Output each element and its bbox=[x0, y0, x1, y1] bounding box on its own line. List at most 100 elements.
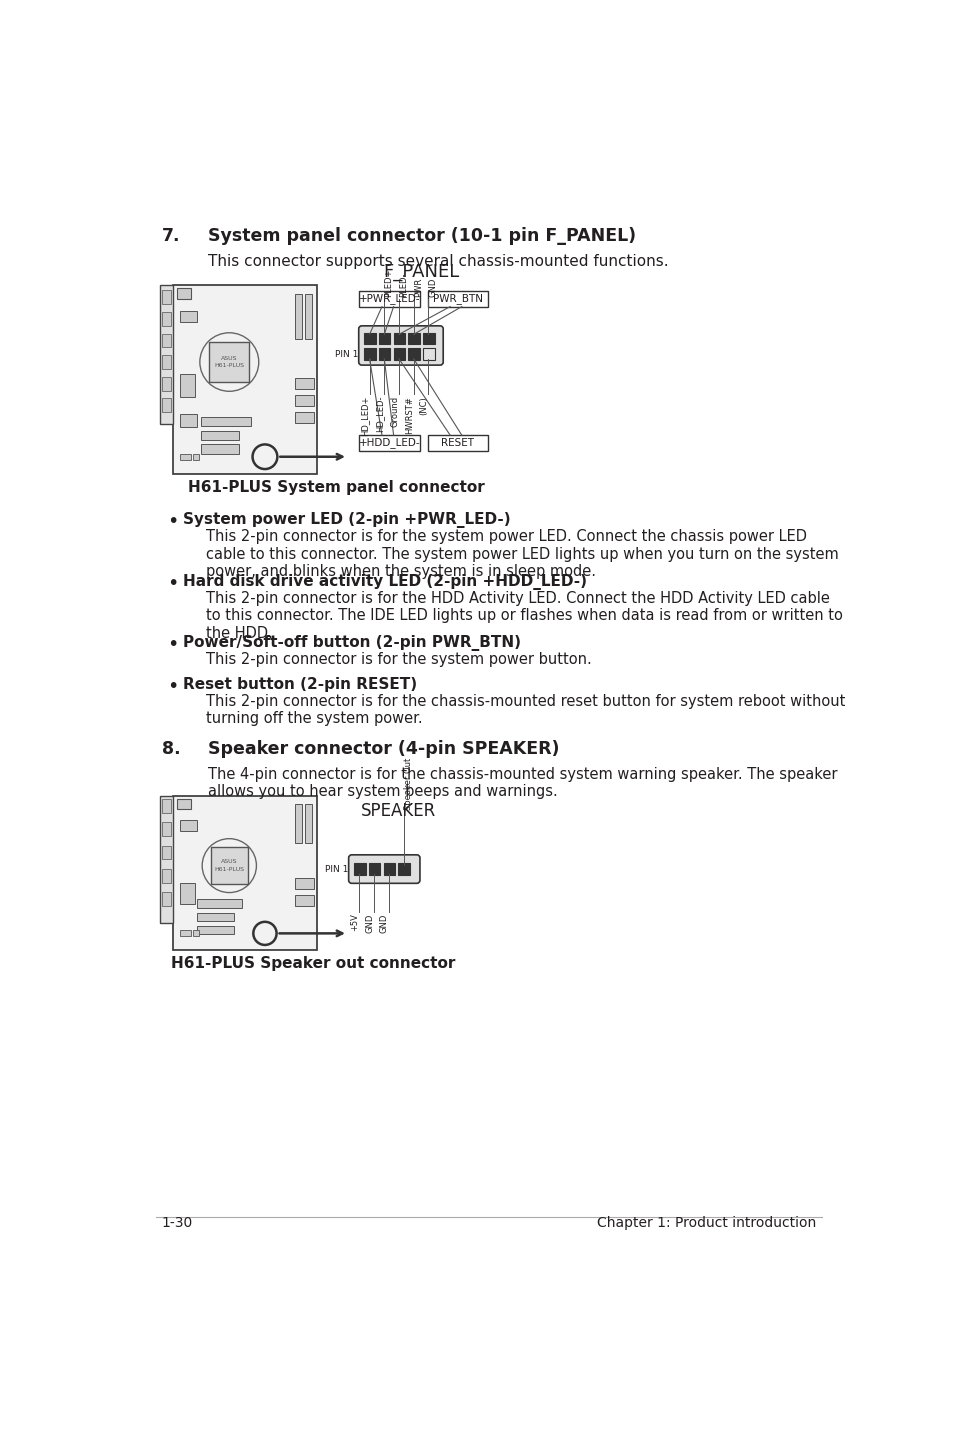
FancyBboxPatch shape bbox=[162, 377, 171, 391]
FancyBboxPatch shape bbox=[294, 378, 314, 390]
FancyBboxPatch shape bbox=[348, 855, 419, 884]
FancyBboxPatch shape bbox=[408, 332, 419, 344]
Text: This connector supports several chassis-mounted functions.: This connector supports several chassis-… bbox=[208, 255, 668, 269]
Text: Ground: Ground bbox=[390, 395, 398, 427]
FancyBboxPatch shape bbox=[159, 796, 173, 924]
FancyBboxPatch shape bbox=[359, 291, 419, 306]
FancyBboxPatch shape bbox=[211, 848, 248, 884]
FancyBboxPatch shape bbox=[294, 803, 302, 842]
Text: (NC): (NC) bbox=[419, 395, 428, 415]
FancyBboxPatch shape bbox=[196, 899, 241, 908]
FancyBboxPatch shape bbox=[394, 332, 405, 344]
FancyBboxPatch shape bbox=[200, 444, 239, 454]
FancyBboxPatch shape bbox=[177, 799, 192, 809]
Text: GND: GND bbox=[365, 914, 374, 932]
FancyBboxPatch shape bbox=[369, 863, 380, 875]
FancyBboxPatch shape bbox=[364, 348, 375, 359]
Text: GND: GND bbox=[379, 914, 389, 932]
FancyBboxPatch shape bbox=[427, 435, 488, 451]
FancyBboxPatch shape bbox=[294, 294, 302, 339]
Text: Speaker connector (4-pin SPEAKER): Speaker connector (4-pin SPEAKER) bbox=[208, 740, 559, 758]
Text: Speaker Out: Speaker Out bbox=[403, 758, 413, 811]
Text: +HDD_LED-: +HDD_LED- bbox=[358, 437, 420, 448]
FancyBboxPatch shape bbox=[193, 931, 199, 937]
Text: •: • bbox=[167, 574, 178, 593]
FancyBboxPatch shape bbox=[378, 348, 390, 359]
FancyBboxPatch shape bbox=[173, 285, 316, 474]
Text: The 4-pin connector is for the chassis-mounted system warning speaker. The speak: The 4-pin connector is for the chassis-m… bbox=[208, 768, 837, 799]
FancyBboxPatch shape bbox=[394, 348, 405, 359]
Text: •: • bbox=[167, 677, 178, 696]
Text: PWR: PWR bbox=[414, 278, 422, 298]
FancyBboxPatch shape bbox=[162, 892, 171, 905]
FancyBboxPatch shape bbox=[200, 431, 239, 440]
Text: 8.: 8. bbox=[162, 740, 180, 758]
FancyBboxPatch shape bbox=[179, 882, 195, 904]
FancyBboxPatch shape bbox=[179, 931, 191, 937]
FancyBboxPatch shape bbox=[364, 332, 375, 344]
Text: PWR_BTN: PWR_BTN bbox=[433, 294, 482, 305]
FancyBboxPatch shape bbox=[294, 878, 314, 889]
FancyBboxPatch shape bbox=[162, 355, 171, 369]
FancyBboxPatch shape bbox=[179, 414, 196, 428]
FancyBboxPatch shape bbox=[162, 845, 171, 859]
Text: RESET: RESET bbox=[441, 438, 474, 448]
FancyBboxPatch shape bbox=[305, 294, 312, 339]
FancyBboxPatch shape bbox=[358, 326, 443, 365]
Text: 7.: 7. bbox=[162, 228, 180, 245]
FancyBboxPatch shape bbox=[162, 398, 171, 412]
FancyBboxPatch shape bbox=[177, 288, 192, 299]
Text: H61-PLUS System panel connector: H61-PLUS System panel connector bbox=[188, 480, 484, 495]
Text: System power LED (2-pin +PWR_LED-): System power LED (2-pin +PWR_LED-) bbox=[183, 513, 510, 528]
FancyBboxPatch shape bbox=[162, 291, 171, 304]
Text: PIN 1: PIN 1 bbox=[335, 349, 358, 359]
FancyBboxPatch shape bbox=[378, 332, 390, 344]
FancyBboxPatch shape bbox=[173, 796, 316, 951]
Text: This 2-pin connector is for the system power LED. Connect the chassis power LED
: This 2-pin connector is for the system p… bbox=[206, 528, 838, 579]
FancyBboxPatch shape bbox=[422, 348, 435, 359]
FancyBboxPatch shape bbox=[179, 311, 196, 322]
FancyBboxPatch shape bbox=[179, 374, 195, 397]
FancyBboxPatch shape bbox=[162, 312, 171, 326]
Text: Chapter 1: Product introduction: Chapter 1: Product introduction bbox=[596, 1216, 815, 1230]
Text: HWRST#: HWRST# bbox=[404, 395, 414, 434]
Text: GND: GND bbox=[428, 278, 437, 298]
Text: PLED-: PLED- bbox=[398, 274, 408, 298]
FancyBboxPatch shape bbox=[422, 332, 435, 344]
Text: H61-PLUS: H61-PLUS bbox=[214, 364, 244, 368]
Text: Reset button (2-pin RESET): Reset button (2-pin RESET) bbox=[183, 677, 416, 692]
Text: •: • bbox=[167, 636, 178, 654]
Text: 1-30: 1-30 bbox=[162, 1216, 193, 1230]
Text: HD_LED+: HD_LED+ bbox=[360, 395, 369, 437]
Text: System panel connector (10-1 pin F_PANEL): System panel connector (10-1 pin F_PANEL… bbox=[208, 228, 636, 245]
FancyBboxPatch shape bbox=[193, 454, 199, 460]
Text: This 2-pin connector is for the HDD Activity LED. Connect the HDD Activity LED c: This 2-pin connector is for the HDD Acti… bbox=[206, 591, 842, 640]
Text: HD_LED-: HD_LED- bbox=[375, 395, 384, 432]
Text: +PWR_LED-: +PWR_LED- bbox=[358, 294, 420, 305]
FancyBboxPatch shape bbox=[209, 342, 249, 382]
FancyBboxPatch shape bbox=[196, 912, 233, 921]
Text: +5V: +5V bbox=[350, 914, 359, 931]
FancyBboxPatch shape bbox=[196, 925, 233, 934]
Text: Hard disk drive activity LED (2-pin +HDD_LED-): Hard disk drive activity LED (2-pin +HDD… bbox=[183, 574, 586, 590]
FancyBboxPatch shape bbox=[294, 395, 314, 405]
FancyBboxPatch shape bbox=[383, 863, 395, 875]
FancyBboxPatch shape bbox=[294, 895, 314, 905]
FancyBboxPatch shape bbox=[359, 435, 419, 451]
Text: This 2-pin connector is for the chassis-mounted reset button for system reboot w: This 2-pin connector is for the chassis-… bbox=[206, 695, 844, 726]
FancyBboxPatch shape bbox=[294, 412, 314, 422]
FancyBboxPatch shape bbox=[408, 348, 419, 359]
Text: This 2-pin connector is for the system power button.: This 2-pin connector is for the system p… bbox=[206, 653, 591, 667]
FancyBboxPatch shape bbox=[354, 863, 365, 875]
Text: PIN 1: PIN 1 bbox=[325, 865, 348, 874]
Text: H61-PLUS Speaker out connector: H61-PLUS Speaker out connector bbox=[171, 957, 455, 971]
Text: PLED+: PLED+ bbox=[384, 269, 393, 298]
Text: H61-PLUS: H61-PLUS bbox=[214, 866, 244, 872]
FancyBboxPatch shape bbox=[179, 821, 196, 831]
FancyBboxPatch shape bbox=[179, 454, 191, 460]
FancyBboxPatch shape bbox=[159, 285, 173, 424]
Text: ASUS: ASUS bbox=[221, 859, 237, 865]
Text: ASUS: ASUS bbox=[221, 355, 237, 361]
FancyBboxPatch shape bbox=[162, 799, 171, 813]
FancyBboxPatch shape bbox=[427, 291, 488, 306]
